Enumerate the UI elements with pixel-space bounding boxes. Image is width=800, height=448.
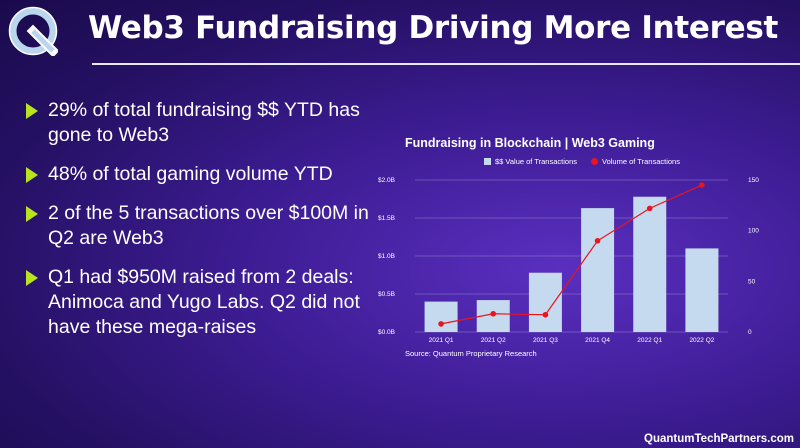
volume-point [594,238,601,244]
legend-label-volume: Volume of Transactions [602,157,680,166]
q-logo-icon [8,6,58,56]
volume-point [490,310,497,317]
bar [685,248,719,332]
y-left-tick-label: $0.0B [378,329,395,336]
x-tick-label: 2021 Q4 [585,337,610,344]
bullet-text: 48% of total gaming volume YTD [48,163,333,185]
legend-dot-swatch [591,158,598,165]
bullet-arrow-icon [26,103,38,119]
y-left-tick-label: $2.0B [378,177,395,184]
bullet-item: 2 of the 5 transactions over $100M in Q2… [26,201,396,251]
title-divider [92,63,800,65]
y-right-tick-label: 150 [748,177,759,184]
chart-source: Source: Quantum Proprietary Research [405,349,537,358]
bar [581,208,615,332]
volume-point [438,321,444,327]
x-tick-label: 2021 Q2 [481,337,506,344]
volume-line [440,184,703,325]
bullet-arrow-icon [26,270,38,286]
y-right-tick-label: 50 [748,278,756,285]
combo-chart: $0.0B $0.5B $1.0B $1.5B $2.0B 0 50 100 150 2021 Q… [378,177,759,344]
volume-point [646,205,653,212]
bullet-item: 48% of total gaming volume YTD [26,162,396,187]
footer-website: QuantumTechPartners.com [644,433,794,445]
legend-label-value: $$ Value of Transactions [495,157,577,166]
y-left-tick-label: $1.5B [378,215,395,222]
bullet-text: Q1 had $950M raised from 2 deals: Animoc… [48,266,360,338]
bullet-list: 29% of total fundraising $$ YTD has gone… [26,98,396,354]
y-left-tick-label: $1.0B [378,253,395,260]
bullet-text: 29% of total fundraising $$ YTD has gone… [48,99,360,146]
chart-title: Fundraising in Blockchain | Web3 Gaming [405,136,655,150]
x-tick-label: 2021 Q1 [429,337,454,344]
slide-title: Web3 Fundraising Driving More Interest [88,10,779,46]
bullet-text: 2 of the 5 transactions over $100M in Q2… [48,202,369,249]
y-right-tick-label: 100 [748,228,759,235]
y-left-tick-label: $0.5B [378,291,395,298]
bullet-item: Q1 had $950M raised from 2 deals: Animoc… [26,265,396,340]
bar [424,301,458,332]
volume-point [699,182,705,188]
x-tick-label: 2022 Q2 [689,337,714,344]
bullet-arrow-icon [26,206,38,222]
y-right-tick-label: 0 [748,329,752,336]
bar [528,272,562,332]
bullet-item: 29% of total fundraising $$ YTD has gone… [26,98,396,148]
x-tick-label: 2021 Q3 [533,337,558,344]
bullet-arrow-icon [26,167,38,183]
legend-bar-swatch [484,158,491,165]
volume-point [542,311,549,318]
chart-legend: $$ Value of Transactions Volume of Trans… [484,157,680,166]
bar [633,196,667,332]
x-tick-label: 2022 Q1 [637,337,662,344]
